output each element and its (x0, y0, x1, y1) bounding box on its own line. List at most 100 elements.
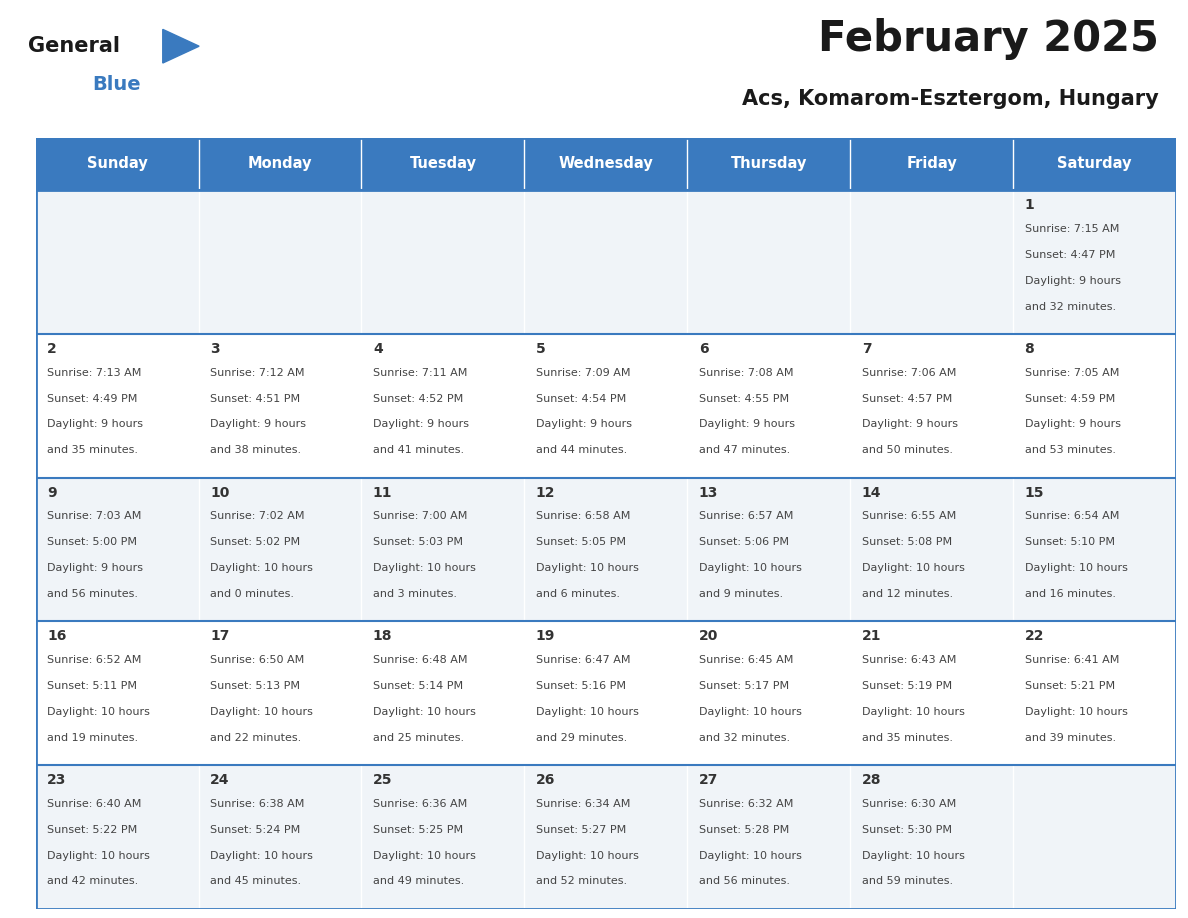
Text: Sunset: 4:49 PM: Sunset: 4:49 PM (48, 394, 138, 404)
Bar (198, 334, 361, 477)
Bar (688, 621, 851, 765)
Text: Sunrise: 7:00 AM: Sunrise: 7:00 AM (373, 511, 467, 521)
Bar (198, 477, 361, 621)
Text: Sunset: 5:25 PM: Sunset: 5:25 PM (373, 824, 463, 834)
Text: Sunset: 5:14 PM: Sunset: 5:14 PM (373, 681, 463, 691)
Text: Daylight: 10 hours: Daylight: 10 hours (861, 851, 965, 860)
Text: and 49 minutes.: and 49 minutes. (373, 877, 465, 887)
Text: 11: 11 (373, 486, 392, 499)
Text: and 42 minutes.: and 42 minutes. (48, 877, 138, 887)
Text: 16: 16 (48, 629, 67, 644)
Text: 26: 26 (536, 773, 555, 787)
Text: Acs, Komarom-Esztergom, Hungary: Acs, Komarom-Esztergom, Hungary (741, 89, 1158, 108)
Text: Sunrise: 6:45 AM: Sunrise: 6:45 AM (699, 655, 794, 666)
Text: 8: 8 (1024, 341, 1035, 356)
Text: and 45 minutes.: and 45 minutes. (210, 877, 301, 887)
Text: Sunset: 5:05 PM: Sunset: 5:05 PM (536, 537, 626, 547)
Text: Sunset: 5:24 PM: Sunset: 5:24 PM (210, 824, 301, 834)
Text: Sunrise: 6:34 AM: Sunrise: 6:34 AM (536, 799, 630, 809)
Text: Sunset: 5:11 PM: Sunset: 5:11 PM (48, 681, 137, 691)
Text: 7: 7 (861, 341, 871, 356)
Text: Sunday: Sunday (87, 156, 147, 172)
Text: Sunset: 4:47 PM: Sunset: 4:47 PM (1024, 250, 1116, 260)
Text: and 56 minutes.: and 56 minutes. (699, 877, 790, 887)
Bar (688, 765, 851, 909)
Text: 15: 15 (1024, 486, 1044, 499)
Text: Daylight: 10 hours: Daylight: 10 hours (1024, 563, 1127, 573)
Bar (36, 190, 198, 334)
Text: Daylight: 10 hours: Daylight: 10 hours (210, 851, 312, 860)
Text: Daylight: 10 hours: Daylight: 10 hours (373, 563, 475, 573)
Bar (688, 477, 851, 621)
Text: Sunset: 5:08 PM: Sunset: 5:08 PM (861, 537, 952, 547)
Text: 24: 24 (210, 773, 229, 787)
Text: Sunrise: 7:15 AM: Sunrise: 7:15 AM (1024, 224, 1119, 234)
Text: Daylight: 9 hours: Daylight: 9 hours (210, 420, 307, 430)
Text: Daylight: 10 hours: Daylight: 10 hours (373, 851, 475, 860)
Text: Sunset: 4:59 PM: Sunset: 4:59 PM (1024, 394, 1114, 404)
Text: Sunrise: 7:05 AM: Sunrise: 7:05 AM (1024, 367, 1119, 377)
Text: and 32 minutes.: and 32 minutes. (699, 733, 790, 743)
Text: Sunrise: 6:41 AM: Sunrise: 6:41 AM (1024, 655, 1119, 666)
Text: Sunrise: 7:06 AM: Sunrise: 7:06 AM (861, 367, 956, 377)
Bar (688, 334, 851, 477)
Bar (361, 190, 524, 334)
Text: and 56 minutes.: and 56 minutes. (48, 589, 138, 599)
Text: and 50 minutes.: and 50 minutes. (861, 445, 953, 455)
Text: Daylight: 10 hours: Daylight: 10 hours (48, 851, 150, 860)
Text: Sunset: 4:51 PM: Sunset: 4:51 PM (210, 394, 301, 404)
Bar (36, 138, 198, 190)
Text: Daylight: 9 hours: Daylight: 9 hours (1024, 275, 1120, 285)
Bar (361, 621, 524, 765)
Text: 1: 1 (1024, 198, 1035, 212)
Bar (36, 334, 198, 477)
Bar (36, 477, 198, 621)
Text: 5: 5 (536, 341, 545, 356)
Text: February 2025: February 2025 (817, 18, 1158, 60)
Text: Sunrise: 7:09 AM: Sunrise: 7:09 AM (536, 367, 631, 377)
Text: and 41 minutes.: and 41 minutes. (373, 445, 465, 455)
Text: Sunrise: 7:02 AM: Sunrise: 7:02 AM (210, 511, 304, 521)
Text: Sunrise: 6:55 AM: Sunrise: 6:55 AM (861, 511, 956, 521)
Text: Sunrise: 6:38 AM: Sunrise: 6:38 AM (210, 799, 304, 809)
Text: Sunrise: 7:13 AM: Sunrise: 7:13 AM (48, 367, 141, 377)
Text: Daylight: 10 hours: Daylight: 10 hours (861, 707, 965, 717)
Text: Tuesday: Tuesday (410, 156, 476, 172)
Bar (1013, 621, 1176, 765)
Text: Sunrise: 6:48 AM: Sunrise: 6:48 AM (373, 655, 467, 666)
Text: 12: 12 (536, 486, 555, 499)
Text: and 3 minutes.: and 3 minutes. (373, 589, 457, 599)
Polygon shape (163, 29, 200, 63)
Text: 10: 10 (210, 486, 229, 499)
Text: Daylight: 9 hours: Daylight: 9 hours (536, 420, 632, 430)
Bar (851, 621, 1013, 765)
Bar (361, 334, 524, 477)
Text: Daylight: 9 hours: Daylight: 9 hours (48, 420, 143, 430)
Text: Saturday: Saturday (1057, 156, 1132, 172)
Text: Daylight: 10 hours: Daylight: 10 hours (1024, 707, 1127, 717)
Text: Sunset: 4:54 PM: Sunset: 4:54 PM (536, 394, 626, 404)
Bar (1013, 765, 1176, 909)
Text: Daylight: 9 hours: Daylight: 9 hours (1024, 420, 1120, 430)
Bar (36, 765, 198, 909)
Text: 13: 13 (699, 486, 718, 499)
Text: 27: 27 (699, 773, 718, 787)
Text: and 19 minutes.: and 19 minutes. (48, 733, 138, 743)
Text: Sunrise: 7:12 AM: Sunrise: 7:12 AM (210, 367, 304, 377)
Text: and 25 minutes.: and 25 minutes. (373, 733, 465, 743)
Text: 19: 19 (536, 629, 555, 644)
Text: and 44 minutes.: and 44 minutes. (536, 445, 627, 455)
Bar (851, 334, 1013, 477)
Text: 6: 6 (699, 341, 708, 356)
Text: Sunrise: 6:40 AM: Sunrise: 6:40 AM (48, 799, 141, 809)
Text: Sunset: 5:22 PM: Sunset: 5:22 PM (48, 824, 138, 834)
Text: 22: 22 (1024, 629, 1044, 644)
Bar (361, 138, 524, 190)
Text: Sunrise: 6:32 AM: Sunrise: 6:32 AM (699, 799, 794, 809)
Text: Daylight: 10 hours: Daylight: 10 hours (699, 563, 802, 573)
Text: and 35 minutes.: and 35 minutes. (861, 733, 953, 743)
Text: 2: 2 (48, 341, 57, 356)
Text: 9: 9 (48, 486, 57, 499)
Text: Sunset: 5:06 PM: Sunset: 5:06 PM (699, 537, 789, 547)
Text: Sunset: 5:13 PM: Sunset: 5:13 PM (210, 681, 301, 691)
